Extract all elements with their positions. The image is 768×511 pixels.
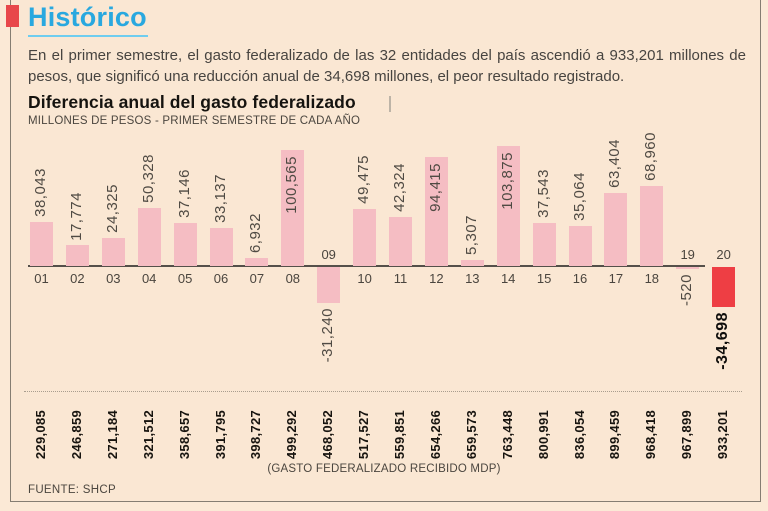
value-label-04: 50,328 — [139, 154, 157, 203]
received-value-13: 659,573 — [463, 409, 479, 459]
x-tick-01: 01 — [34, 271, 49, 286]
content-box — [10, 0, 761, 502]
received-value-19: 967,899 — [679, 409, 695, 459]
value-label-11: 42,324 — [391, 163, 408, 213]
value-label-09: -31,240 — [319, 308, 337, 363]
x-tick-05: 05 — [177, 271, 193, 286]
bar-18 — [640, 186, 664, 266]
bar-09 — [317, 267, 341, 304]
bar-14 — [496, 146, 520, 266]
received-value-20: 933,201 — [715, 409, 731, 459]
dotted-separator — [24, 391, 742, 392]
received-value-18: 968,418 — [643, 409, 659, 459]
received-value-05: 358,657 — [176, 409, 192, 459]
bar-20 — [712, 267, 736, 308]
bar-19 — [676, 267, 700, 269]
x-tick-18: 18 — [644, 271, 660, 286]
page-title: Histórico — [28, 2, 147, 32]
x-tick-08: 08 — [285, 271, 301, 286]
value-label-12: 94,415 — [426, 162, 444, 212]
received-value-17: 899,459 — [607, 409, 623, 459]
bar-01 — [30, 222, 53, 266]
bar-02 — [65, 245, 89, 266]
title-underline — [28, 35, 148, 37]
x-tick-07: 07 — [249, 271, 265, 286]
bar-10 — [353, 208, 377, 266]
received-value-09: 468,052 — [320, 409, 336, 459]
received-value-04: 321,512 — [140, 409, 156, 459]
received-value-10: 517,527 — [356, 409, 372, 459]
bar-17 — [604, 192, 628, 266]
received-value-11: 559,851 — [392, 409, 407, 459]
x-tick-12: 12 — [429, 271, 444, 286]
x-tick-03: 03 — [106, 271, 121, 286]
bar-08 — [281, 149, 305, 266]
value-label-08: 100,565 — [283, 155, 301, 214]
value-label-14: 103,875 — [498, 152, 516, 210]
x-tick-11: 11 — [393, 271, 408, 286]
received-value-14: 763,448 — [499, 409, 515, 459]
value-label-02: 17,774 — [67, 191, 85, 241]
value-label-20: -34,698 — [714, 312, 732, 370]
value-label-18: 68,960 — [642, 132, 660, 182]
chart-title-tick — [389, 96, 391, 112]
bar-03 — [101, 237, 125, 266]
x-tick-20: 20 — [716, 247, 731, 262]
chart-title: Diferencia anual del gasto federalizado — [28, 92, 356, 112]
received-value-12: 654,266 — [427, 409, 443, 459]
x-tick-02: 02 — [70, 271, 85, 286]
received-value-06: 391,795 — [212, 409, 228, 459]
received-value-02: 246,859 — [68, 409, 84, 459]
x-tick-17: 17 — [608, 271, 624, 286]
received-value-16: 836,054 — [571, 409, 587, 459]
intro-paragraph: En el primer semestre, el gasto federali… — [28, 47, 746, 85]
received-value-07: 398,727 — [248, 409, 264, 459]
value-label-03: 24,325 — [103, 184, 121, 233]
x-tick-16: 16 — [572, 271, 588, 286]
value-label-13: 5,307 — [462, 214, 480, 255]
bar-07 — [245, 257, 269, 266]
x-tick-10: 10 — [357, 271, 372, 286]
x-tick-04: 04 — [141, 271, 157, 286]
value-label-16: 35,064 — [570, 171, 588, 221]
bar-05 — [173, 223, 197, 266]
value-label-01: 38,043 — [32, 168, 49, 218]
received-value-03: 271,184 — [104, 409, 120, 459]
value-label-06: 33,137 — [211, 173, 229, 223]
value-label-05: 37,146 — [175, 169, 193, 219]
bar-12 — [424, 156, 448, 266]
bottom-axis-note: (GASTO FEDERALIZADO RECIBIDO MDP) — [267, 463, 501, 475]
received-value-01: 229,085 — [33, 409, 48, 459]
red-flag-marker-icon — [6, 5, 19, 27]
x-tick-06: 06 — [213, 271, 229, 286]
bar-04 — [137, 207, 161, 266]
x-tick-19: 19 — [680, 247, 695, 262]
value-label-10: 49,475 — [355, 154, 373, 204]
received-value-08: 499,292 — [284, 409, 300, 459]
bar-13 — [460, 259, 484, 266]
value-label-07: 6,932 — [247, 212, 265, 253]
value-label-19: -520 — [678, 274, 696, 307]
value-label-15: 37,543 — [534, 168, 552, 218]
x-tick-09: 09 — [321, 247, 336, 262]
received-value-15: 800,991 — [535, 409, 551, 459]
zero-axis-line — [28, 265, 705, 267]
x-tick-15: 15 — [536, 271, 552, 286]
bar-16 — [568, 225, 592, 266]
chart-subtitle: MILLONES DE PESOS - PRIMER SEMESTRE DE C… — [28, 115, 361, 127]
bar-15 — [532, 222, 556, 266]
x-tick-14: 14 — [500, 271, 516, 286]
source-note: FUENTE: SHCP — [28, 484, 116, 496]
bar-06 — [209, 227, 233, 266]
x-tick-13: 13 — [465, 271, 480, 286]
value-label-17: 63,404 — [606, 138, 624, 188]
bar-11 — [389, 217, 412, 266]
